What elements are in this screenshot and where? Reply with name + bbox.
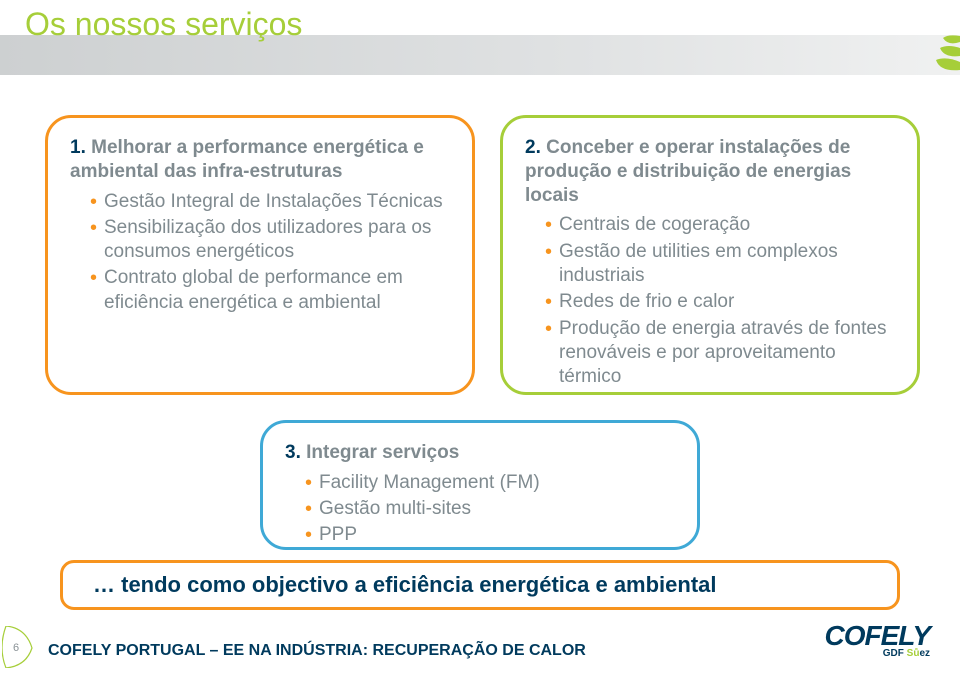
footer-text: COFELY PORTUGAL – EE NA INDÚSTRIA: RECUP… <box>48 642 586 660</box>
leaf-decor-icon <box>910 30 960 80</box>
objective-text: … tendo como objectivo a eficiência ener… <box>93 572 717 598</box>
box1-title: Melhorar a performance energética e ambi… <box>70 137 424 182</box>
list-item: Gestão Integral de Instalações Técnicas <box>90 190 450 214</box>
slide: Os nossos serviços 1. Melhorar a perform… <box>0 0 960 690</box>
box1-list: Gestão Integral de Instalações Técnicas … <box>70 190 450 316</box>
box3-number: 3. <box>285 442 301 463</box>
list-item: Centrais de cogeração <box>545 213 895 237</box>
objective-box: … tendo como objectivo a eficiência ener… <box>60 560 900 610</box>
list-item: Gestão multi-sites <box>305 497 675 521</box>
logo-sub-green: Sů <box>907 648 920 659</box>
box1-heading: 1. Melhorar a performance energética e a… <box>70 136 450 184</box>
logo-sub-suffix: ez <box>919 648 930 659</box>
list-item: PPP <box>305 523 675 547</box>
list-item: Facility Management (FM) <box>305 471 675 495</box>
logo-sub-prefix: GDF <box>883 648 907 659</box>
list-item: Redes de frio e calor <box>545 290 895 314</box>
service-box-3: 3. Integrar serviços Facility Management… <box>260 420 700 550</box>
box2-list: Centrais de cogeração Gestão de utilitie… <box>525 213 895 389</box>
cofely-logo: COFELY GDF Sůez <box>800 620 930 668</box>
box2-title: Conceber e operar instalações de produçã… <box>525 137 851 206</box>
page-title: Os nossos serviços <box>25 6 302 43</box>
service-box-2: 2. Conceber e operar instalações de prod… <box>500 115 920 395</box>
box3-list: Facility Management (FM) Gestão multi-si… <box>285 471 675 548</box>
list-item: Contrato global de performance em eficiê… <box>90 266 450 315</box>
box2-heading: 2. Conceber e operar instalações de prod… <box>525 136 895 207</box>
list-item: Sensibilização dos utilizadores para os … <box>90 216 450 265</box>
page-number: 6 <box>13 642 19 654</box>
service-box-1: 1. Melhorar a performance energética e a… <box>45 115 475 395</box>
list-item: Produção de energia através de fontes re… <box>545 317 895 390</box>
box3-heading: 3. Integrar serviços <box>285 441 675 465</box>
list-item: Gestão de utilities em complexos industr… <box>545 240 895 289</box>
box3-title: Integrar serviços <box>306 442 459 463</box>
box2-number: 2. <box>525 137 541 158</box>
box1-number: 1. <box>70 137 86 158</box>
